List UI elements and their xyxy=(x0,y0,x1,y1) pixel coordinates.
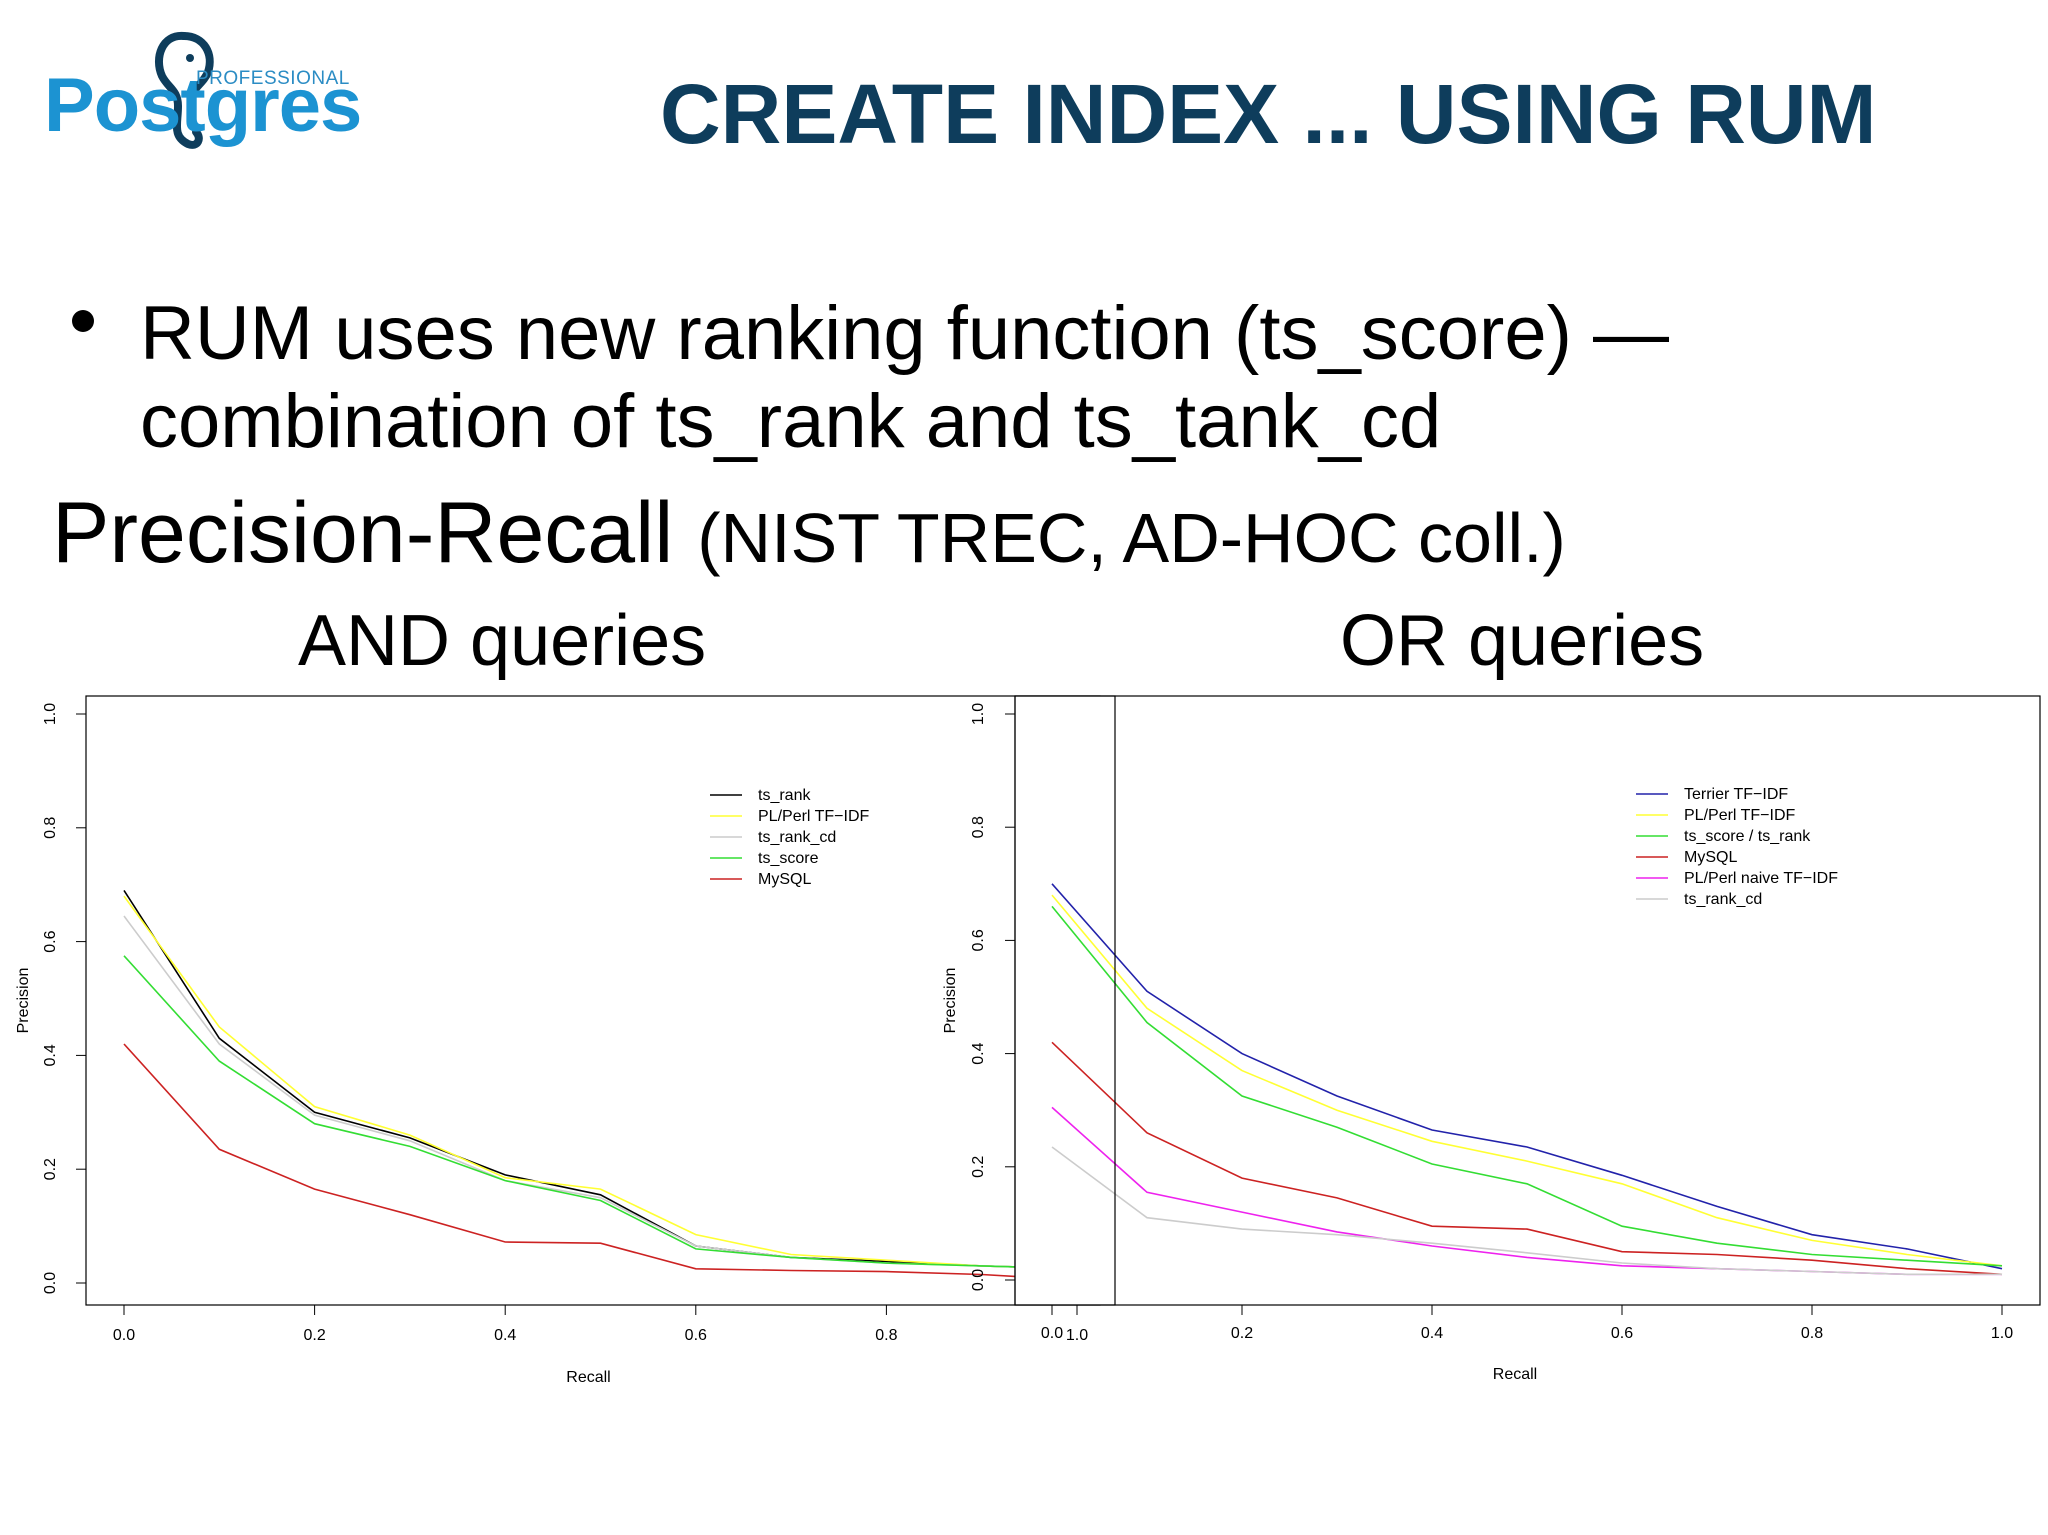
legend-entry: ts_score xyxy=(758,850,819,867)
bullet-text: RUM uses new ranking function (ts_score)… xyxy=(140,291,1670,464)
y-tick-label: 0.8 xyxy=(970,816,987,838)
x-axis-label: Recall xyxy=(566,1369,610,1386)
and-queries-caption: AND queries xyxy=(298,601,707,681)
logo-wordmark: Postgres xyxy=(44,63,362,148)
x-tick-label: 0.4 xyxy=(1421,1325,1443,1342)
y-tick-label: 1.0 xyxy=(970,703,987,725)
legend-entry: PL/Perl TF−IDF xyxy=(1684,807,1796,824)
series-line-1-2 xyxy=(123,895,1078,1270)
x-tick-label: 0.6 xyxy=(1611,1325,1633,1342)
y-tick-label: 0.4 xyxy=(970,1042,987,1064)
y-axis-label: Precision xyxy=(942,968,959,1034)
y-tick-label: 0.2 xyxy=(42,1158,59,1180)
legend-entry: MySQL xyxy=(1684,849,1737,866)
x-tick-label: 0.2 xyxy=(303,1327,325,1344)
x-tick-label: 1.0 xyxy=(1991,1325,2013,1342)
legend-entry: ts_rank_cd xyxy=(1684,891,1762,908)
legend-entry: Terrier TF−IDF xyxy=(1684,786,1788,803)
series-line-2-3 xyxy=(1051,905,2003,1267)
legend-entry: PL/Perl naive TF−IDF xyxy=(1684,870,1838,887)
series-line-1-4 xyxy=(123,955,1078,1270)
legend-entry: MySQL xyxy=(758,871,811,888)
bullet-icon xyxy=(72,310,94,332)
legend-entry: ts_rank_cd xyxy=(758,829,836,846)
plot-frame-2 xyxy=(1014,695,2041,1306)
x-tick-label: 1.0 xyxy=(1066,1327,1088,1344)
logo-professional-text: PROFESSIONAL xyxy=(196,68,350,89)
series-line-2-4 xyxy=(1051,1041,2003,1276)
y-tick-label: 0.2 xyxy=(970,1156,987,1178)
slide-title: CREATE INDEX ... USING RUM xyxy=(660,67,1877,161)
x-tick-label: 0.0 xyxy=(1041,1325,1063,1342)
x-tick-label: 0.8 xyxy=(875,1327,897,1344)
x-tick-label: 0.4 xyxy=(494,1327,516,1344)
y-tick-label: 1.0 xyxy=(42,703,59,725)
y-tick-label: 0.6 xyxy=(42,930,59,952)
y-tick-label: 0.4 xyxy=(42,1044,59,1066)
logo: PROFESSIONAL Postgres xyxy=(44,28,362,158)
y-tick-label: 0.8 xyxy=(42,817,59,839)
pr-heading-sub: (NIST TREC, AD-HOC coll.) xyxy=(697,499,1566,577)
series-line-2-2 xyxy=(1051,894,2003,1267)
x-axis-label: Recall xyxy=(1493,1366,1537,1383)
precision-recall-heading: Precision-Recall (NIST TREC, AD-HOC coll… xyxy=(52,486,1566,581)
y-tick-label: 0.0 xyxy=(970,1269,987,1291)
pr-heading-main: Precision-Recall xyxy=(52,485,674,581)
x-tick-label: 0.6 xyxy=(685,1327,707,1344)
elephant-logo-icon xyxy=(155,31,214,149)
legend-entry: ts_score / ts_rank xyxy=(1684,828,1811,845)
series-line-1-5 xyxy=(123,1043,1078,1281)
legend-entry: PL/Perl TF−IDF xyxy=(758,808,870,825)
y-tick-label: 0.0 xyxy=(42,1272,59,1294)
legend-entry: ts_rank xyxy=(758,787,811,804)
x-tick-label: 0.2 xyxy=(1231,1325,1253,1342)
overlap-frame xyxy=(1014,695,1116,1306)
x-tick-label: 0.0 xyxy=(113,1327,135,1344)
y-axis-label: Precision xyxy=(15,968,32,1034)
series-line-2-1 xyxy=(1051,883,2003,1270)
x-tick-label: 0.8 xyxy=(1801,1325,1823,1342)
or-queries-caption: OR queries xyxy=(1340,601,1705,681)
series-line-2-6 xyxy=(1051,1146,2002,1276)
y-tick-label: 0.6 xyxy=(970,929,987,951)
